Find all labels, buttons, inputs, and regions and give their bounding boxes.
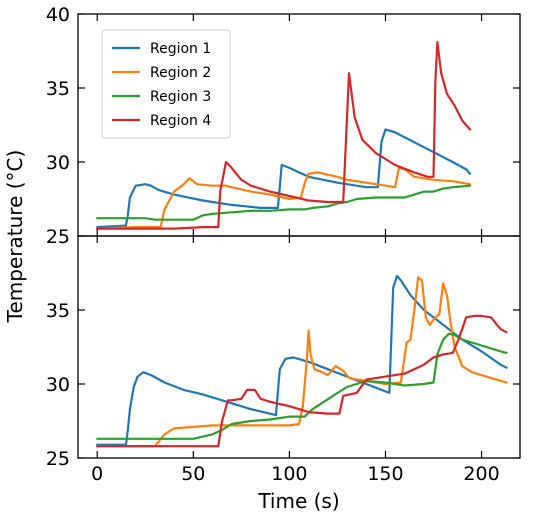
y-tick-label: 25: [46, 226, 70, 248]
series-line-region-1: [96, 128, 472, 229]
legend-entry: Region 4: [150, 113, 211, 129]
chart-panels: 25 30 35 40 25 30 35: [46, 4, 521, 470]
x-tick-label: 150: [367, 463, 403, 485]
y-tick-label: 35: [46, 78, 70, 100]
y-tick-label: 40: [46, 4, 70, 26]
legend: Region 1 Region 2 Region 3 Region 4: [101, 29, 231, 139]
x-axis-label: Time (s): [257, 489, 339, 513]
y-tick-label: 30: [46, 152, 70, 174]
legend-box: [101, 29, 231, 139]
series-line-region-3: [96, 184, 472, 221]
legend-entry: Region 1: [150, 41, 211, 57]
legend-entry: Region 2: [150, 65, 211, 81]
legend-entry: Region 3: [150, 89, 211, 105]
panel-top: 25 30 35 40: [46, 4, 521, 248]
x-tick-label: 0: [91, 463, 103, 485]
y-axis-label: Temperature (°C): [3, 150, 27, 324]
panel-frame: [77, 235, 521, 459]
series-line-region-4: [96, 41, 472, 230]
series-line-region-4: [96, 314, 508, 448]
x-ticks: 0 50 100 150 200: [91, 14, 500, 485]
series-line-region-2: [96, 166, 472, 230]
series-line-region-1: [96, 274, 508, 446]
panel-bottom: 25 30 35: [46, 235, 521, 470]
x-tick-label: 100: [271, 463, 307, 485]
series-line-region-2: [96, 276, 508, 448]
x-tick-label: 200: [463, 463, 499, 485]
y-tick-label: 35: [46, 300, 70, 322]
x-tick-label: 50: [181, 463, 205, 485]
y-tick-label: 25: [46, 448, 70, 470]
series-line-region-3: [96, 332, 508, 440]
y-tick-label: 30: [46, 374, 70, 396]
series-lines: [96, 274, 508, 448]
series-lines: [96, 41, 472, 230]
